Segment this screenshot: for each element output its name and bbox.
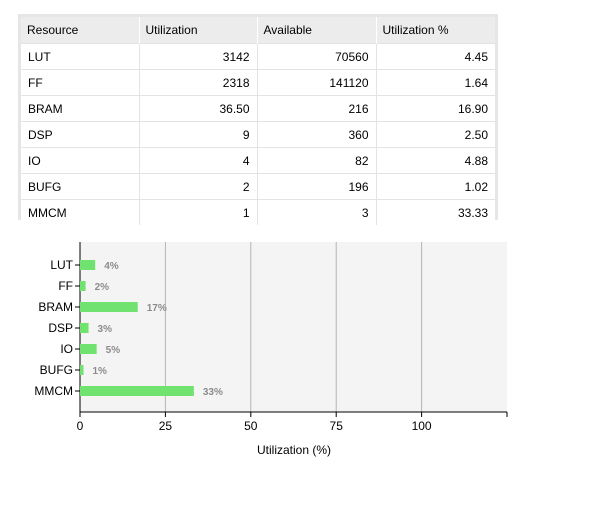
table-row[interactable]: BUFG 2 196 1.02 xyxy=(21,173,495,200)
bar-value-label: 4% xyxy=(104,261,119,272)
cell-utilization: 4 xyxy=(139,147,258,174)
cell-resource: DSP xyxy=(21,121,140,148)
bar xyxy=(80,302,138,312)
x-tick-label: 25 xyxy=(159,419,173,433)
category-label: BUFG xyxy=(40,363,73,377)
table-row[interactable]: DSP 9 360 2.50 xyxy=(21,121,495,148)
bar xyxy=(80,386,194,396)
utilization-table-container: Resource Utilization Available Utilizati… xyxy=(18,14,498,225)
bar-value-label: 17% xyxy=(147,303,167,314)
cell-utilization-pct: 4.45 xyxy=(376,43,495,70)
cell-utilization-pct: 16.90 xyxy=(376,95,495,122)
bar xyxy=(80,344,97,354)
cell-resource: MMCM xyxy=(21,199,140,225)
utilization-table: Resource Utilization Available Utilizati… xyxy=(21,17,495,225)
plot-area xyxy=(80,242,507,412)
bar-value-label: 33% xyxy=(203,387,223,398)
category-label: FF xyxy=(58,279,73,293)
cell-utilization-pct: 1.64 xyxy=(376,69,495,96)
cell-available: 82 xyxy=(257,147,377,174)
category-label: IO xyxy=(60,342,73,356)
x-axis-title: Utilization (%) xyxy=(257,443,331,457)
cell-available: 360 xyxy=(257,121,377,148)
x-tick-label: 75 xyxy=(330,419,344,433)
x-tick-label: 0 xyxy=(77,419,84,433)
bar-value-label: 5% xyxy=(106,345,121,356)
cell-utilization: 36.50 xyxy=(139,95,258,122)
bar xyxy=(80,260,96,270)
bar xyxy=(80,281,86,291)
bar xyxy=(80,323,89,333)
column-header-utilization[interactable]: Utilization xyxy=(139,17,258,44)
cell-available: 216 xyxy=(257,95,377,122)
cell-utilization-pct: 2.50 xyxy=(376,121,495,148)
cell-resource: FF xyxy=(21,69,140,96)
table-row[interactable]: BRAM 36.50 216 16.90 xyxy=(21,95,495,122)
cell-available: 3 xyxy=(257,199,377,225)
cell-utilization-pct: 4.88 xyxy=(376,147,495,174)
cell-utilization-pct: 1.02 xyxy=(376,173,495,200)
bar-value-label: 1% xyxy=(92,366,107,377)
cell-utilization-pct: 33.33 xyxy=(376,199,495,225)
table-header-row: Resource Utilization Available Utilizati… xyxy=(21,17,495,44)
bar xyxy=(80,365,84,375)
table-row[interactable]: LUT 3142 70560 4.45 xyxy=(21,43,495,70)
cell-utilization: 1 xyxy=(139,199,258,225)
cell-resource: LUT xyxy=(21,43,140,70)
x-tick-label: 50 xyxy=(244,419,258,433)
cell-utilization: 2318 xyxy=(139,69,258,96)
cell-available: 141120 xyxy=(257,69,377,96)
cell-resource: BUFG xyxy=(21,173,140,200)
bar-value-label: 2% xyxy=(95,282,110,293)
cell-utilization: 9 xyxy=(139,121,258,148)
table-row[interactable]: FF 2318 141120 1.64 xyxy=(21,69,495,96)
cell-resource: BRAM xyxy=(21,95,140,122)
table-row[interactable]: IO 4 82 4.88 xyxy=(21,147,495,174)
cell-utilization: 2 xyxy=(139,173,258,200)
category-label: BRAM xyxy=(38,300,73,314)
category-label: LUT xyxy=(50,258,73,272)
category-label: DSP xyxy=(48,321,73,335)
table-row[interactable]: MMCM 1 3 33.33 xyxy=(21,199,495,225)
column-header-available[interactable]: Available xyxy=(257,17,377,44)
column-header-resource[interactable]: Resource xyxy=(21,17,140,44)
category-label: MMCM xyxy=(34,384,73,398)
cell-utilization: 3142 xyxy=(139,43,258,70)
x-tick-label: 100 xyxy=(412,419,432,433)
utilization-bar-chart: 0 25 50 75 100 LUT 4% FF 2% BRAM 17% DSP 3% IO 5% BUFG 1… xyxy=(34,242,508,457)
cell-resource: IO xyxy=(21,147,140,174)
cell-available: 196 xyxy=(257,173,377,200)
bar-value-label: 3% xyxy=(98,324,113,335)
cell-available: 70560 xyxy=(257,43,377,70)
column-header-utilization-pct[interactable]: Utilization % xyxy=(376,17,495,44)
